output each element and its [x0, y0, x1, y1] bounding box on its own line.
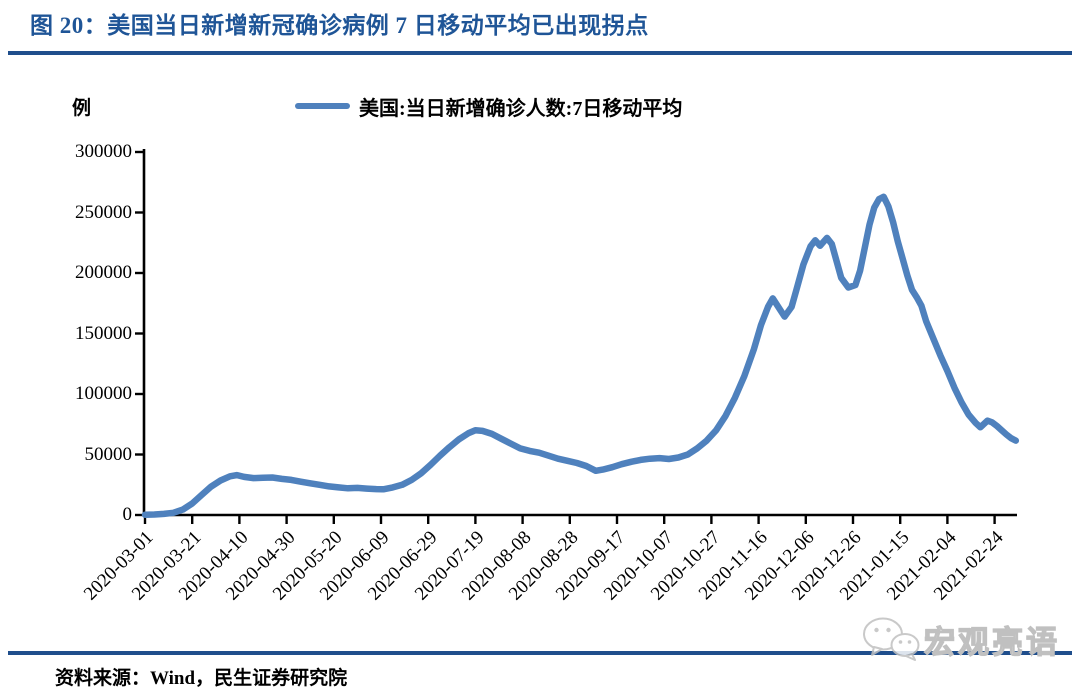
chart-legend: 美国:当日新增确诊人数:7日移动平均	[295, 93, 683, 120]
y-axis-tick-label: 200000	[75, 262, 132, 283]
source-note: 资料来源：Wind，民生证券研究院	[55, 668, 348, 689]
y-axis-unit-label: 例	[72, 98, 92, 119]
figure-title: 图 20：美国当日新增新冠确诊病例 7 日移动平均已出现拐点	[30, 13, 649, 38]
legend-line-swatch	[295, 103, 350, 109]
footer-divider-rule	[8, 651, 1072, 655]
title-divider-rule	[8, 51, 1072, 55]
watermark: 宏观亮语	[860, 615, 1060, 663]
wechat-icon	[863, 617, 920, 661]
y-axis-tick-label: 150000	[75, 322, 132, 344]
watermark-text: 宏观亮语	[923, 624, 1060, 660]
series-line-us-7day-moving-average	[141, 193, 1020, 519]
y-axis-tick-label: 0	[122, 504, 133, 525]
legend-label: 美国:当日新增确诊人数:7日移动平均	[359, 97, 683, 120]
y-axis-tick-label: 50000	[84, 443, 133, 465]
y-axis-labels: 0 50000 100000 150000 200000 250000 300000	[58, 0, 132, 540]
y-axis-tick-label: 250000	[75, 201, 132, 223]
y-axis-tick-label: 300000	[75, 141, 132, 162]
y-axis-tick-label: 100000	[75, 383, 132, 404]
